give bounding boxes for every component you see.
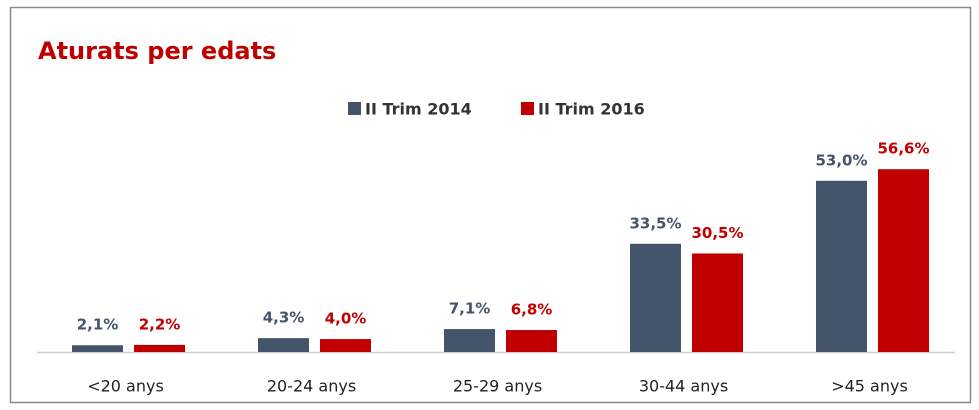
legend-label: II Trim 2016 (538, 100, 645, 119)
value-label: 33,5% (629, 214, 681, 232)
value-label: 4,0% (325, 310, 367, 328)
bar (630, 243, 681, 352)
bar (816, 180, 867, 352)
legend-swatch (348, 102, 361, 115)
value-label: 4,3% (263, 309, 305, 327)
value-label: 6,8% (511, 301, 553, 319)
bar (692, 253, 743, 352)
bar (878, 169, 929, 352)
value-label: 7,1% (449, 300, 491, 318)
bar (72, 345, 123, 352)
value-label: 53,0% (815, 151, 867, 169)
bar (444, 329, 495, 352)
x-tick-label: 30-44 anys (639, 377, 728, 396)
value-label: 56,6% (877, 140, 929, 158)
bar (320, 339, 371, 352)
value-label: 30,5% (691, 224, 743, 242)
x-tick-label: <20 anys (87, 377, 164, 396)
x-tick-label: 25-29 anys (453, 377, 542, 396)
legend-label: II Trim 2014 (365, 100, 472, 119)
x-tick-label: 20-24 anys (267, 377, 356, 396)
bar (258, 338, 309, 352)
x-tick-label: >45 anys (831, 377, 908, 396)
bar (506, 330, 557, 352)
value-label: 2,1% (77, 316, 119, 334)
bar (134, 344, 185, 352)
value-label: 2,2% (139, 315, 181, 333)
chart-title: Aturats per edats (38, 37, 276, 65)
legend-swatch (521, 102, 534, 115)
